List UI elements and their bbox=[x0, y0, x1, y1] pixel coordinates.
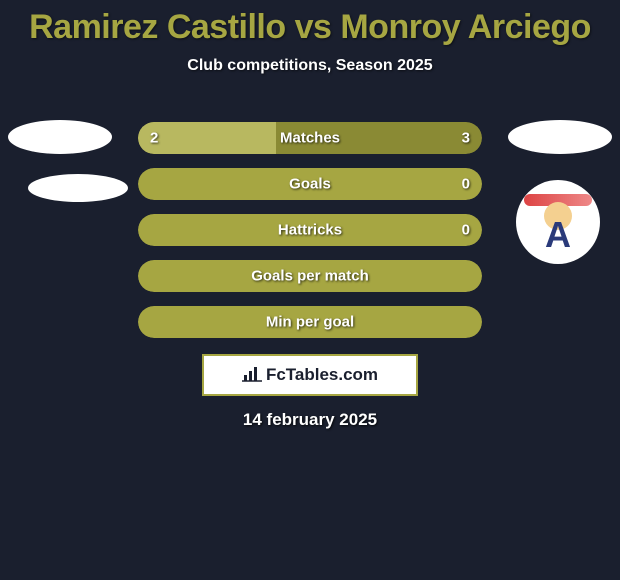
club-badge: A bbox=[516, 180, 600, 264]
bar-label: Hattricks bbox=[278, 222, 342, 239]
page-title: Ramirez Castillo vs Monroy Arciego bbox=[0, 8, 620, 47]
left-ellipse-1 bbox=[8, 120, 112, 154]
logo-label: FcTables.com bbox=[266, 365, 378, 385]
header: Ramirez Castillo vs Monroy Arciego Club … bbox=[0, 0, 620, 75]
stat-bar: Goals per match bbox=[138, 260, 482, 292]
badge-letter: A bbox=[545, 214, 571, 256]
bar-label: Min per goal bbox=[266, 314, 354, 331]
right-ellipse-1 bbox=[508, 120, 612, 154]
bar-left-fill bbox=[138, 122, 276, 154]
right-player-placeholder bbox=[508, 120, 612, 174]
stat-bar: Hattricks 0 bbox=[138, 214, 482, 246]
bar-label: Goals bbox=[289, 176, 331, 193]
logo-text: FcTables.com bbox=[242, 363, 378, 388]
bar-label: Matches bbox=[280, 130, 340, 147]
bar-value-right: 3 bbox=[462, 130, 470, 147]
page-subtitle: Club competitions, Season 2025 bbox=[0, 57, 620, 75]
stat-bar: Min per goal bbox=[138, 306, 482, 338]
logo-box[interactable]: FcTables.com bbox=[202, 354, 418, 396]
bar-value-right: 0 bbox=[462, 176, 470, 193]
bar-value-left: 2 bbox=[150, 130, 158, 147]
bar-label: Goals per match bbox=[251, 268, 369, 285]
left-player-placeholder bbox=[8, 120, 128, 202]
stat-bar: Matches 2 3 bbox=[138, 122, 482, 154]
stats-bars: Matches 2 3 Goals 0 Hattricks 0 Goals per match… bbox=[138, 122, 482, 352]
left-ellipse-2 bbox=[28, 174, 128, 202]
date-text: 14 february 2025 bbox=[243, 410, 377, 430]
stat-bar: Goals 0 bbox=[138, 168, 482, 200]
bar-value-right: 0 bbox=[462, 222, 470, 239]
chart-icon bbox=[242, 363, 262, 388]
